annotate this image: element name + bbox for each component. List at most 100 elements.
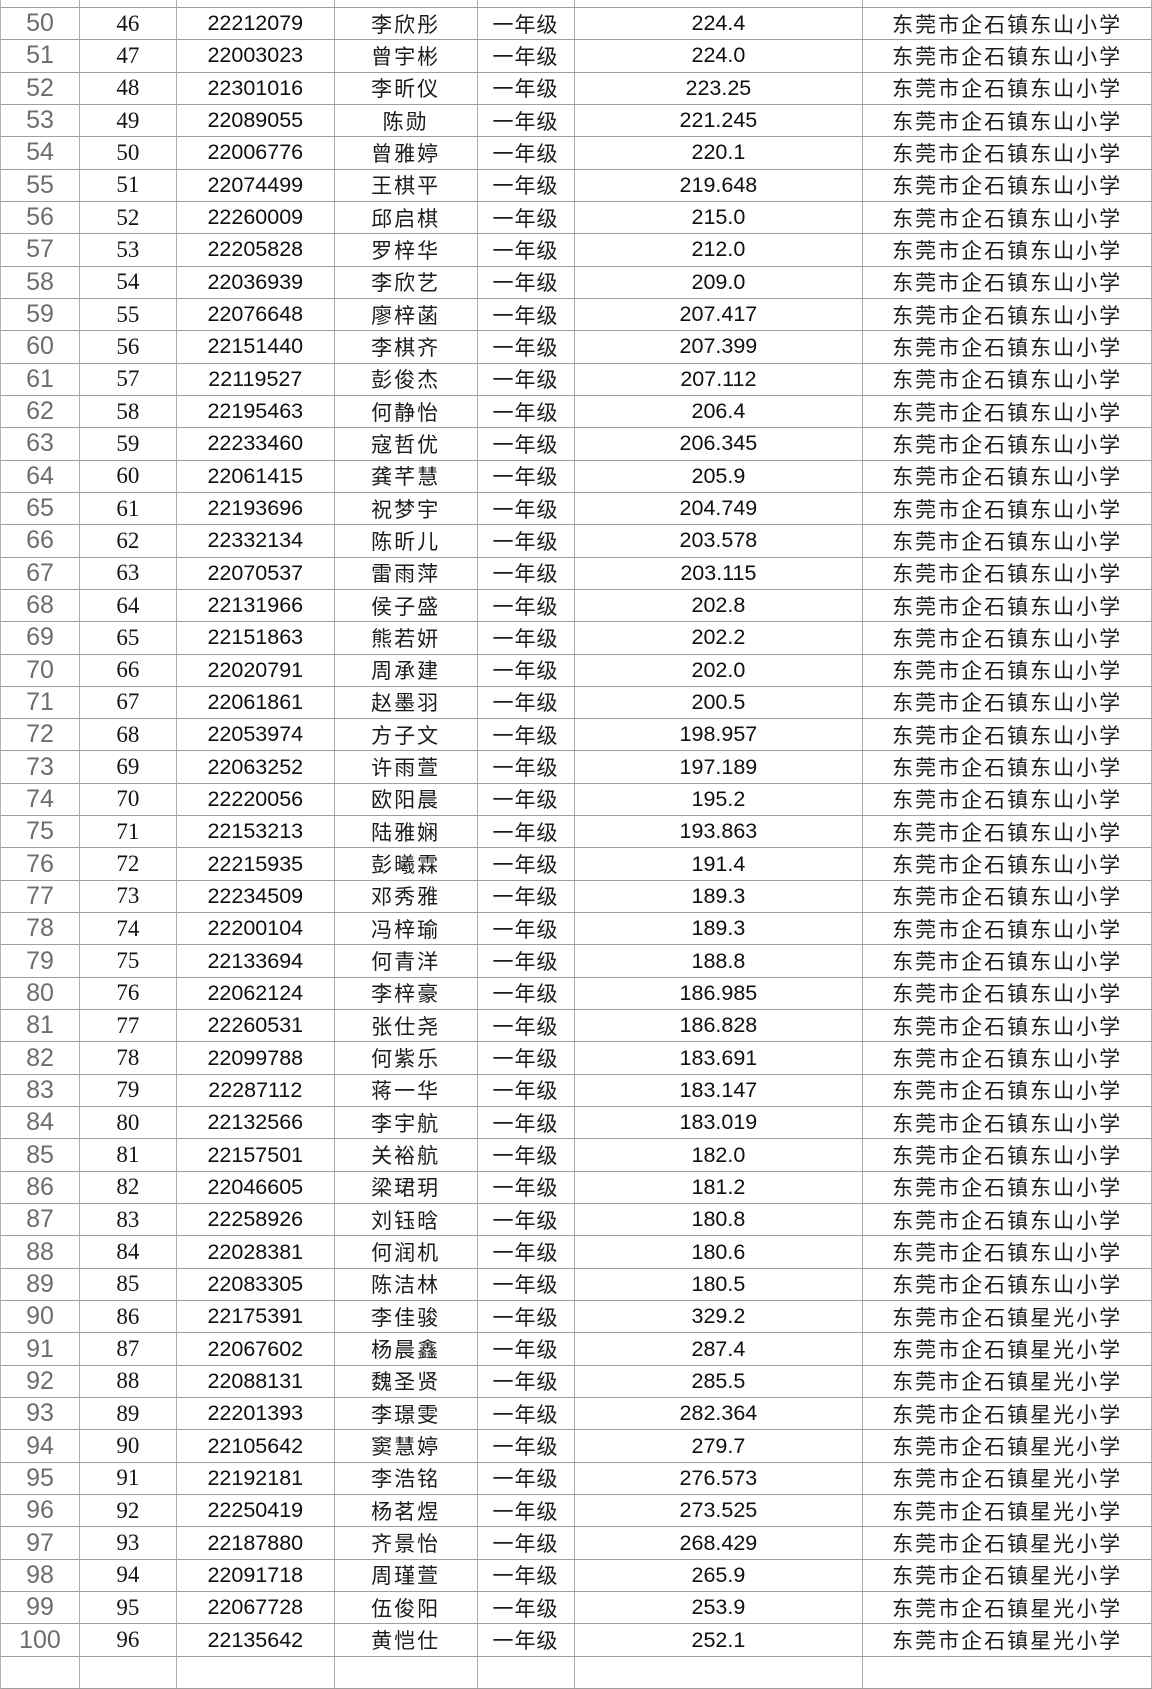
cell-rank[interactable]: 91 bbox=[80, 1462, 177, 1495]
cell-student-id[interactable]: 22070537 bbox=[177, 557, 335, 589]
cell-student-id[interactable]: 22083305 bbox=[177, 1268, 335, 1301]
cell-school[interactable]: 东莞市企石镇东山小学 bbox=[863, 751, 1152, 783]
cell-rank[interactable]: 74 bbox=[80, 913, 177, 945]
cell-rank[interactable]: 46 bbox=[80, 7, 177, 40]
cell-row-number[interactable]: 51 bbox=[1, 40, 80, 72]
cell-score[interactable]: 207.399 bbox=[575, 331, 864, 363]
cell-score[interactable]: 186.828 bbox=[575, 1010, 864, 1042]
cell-grade[interactable]: 一年级 bbox=[478, 622, 575, 654]
cell-name[interactable]: 关裕航 bbox=[335, 1139, 478, 1171]
cell-score[interactable]: 215.0 bbox=[575, 201, 864, 234]
cell-row-number[interactable]: 84 bbox=[1, 1107, 80, 1139]
cell-grade[interactable]: 一年级 bbox=[478, 1495, 575, 1527]
cell-school[interactable]: 东莞市企石镇东山小学 bbox=[863, 72, 1152, 104]
cell-name[interactable]: 李璟雯 bbox=[335, 1398, 478, 1430]
cell-row-number[interactable]: 61 bbox=[1, 363, 80, 395]
cell-score[interactable]: 183.147 bbox=[575, 1074, 864, 1107]
cell-school[interactable]: 东莞市企石镇东山小学 bbox=[863, 492, 1152, 525]
cell-row-number[interactable]: 59 bbox=[1, 298, 80, 331]
cell-score[interactable]: 276.573 bbox=[575, 1462, 864, 1495]
cell-score[interactable]: 202.0 bbox=[575, 654, 864, 686]
cell-school[interactable]: 东莞市企石镇东山小学 bbox=[863, 1074, 1152, 1107]
cell-rank[interactable]: 50 bbox=[80, 137, 177, 169]
cell-school[interactable]: 东莞市企石镇东山小学 bbox=[863, 654, 1152, 686]
cell-name[interactable]: 寇哲优 bbox=[335, 428, 478, 460]
cell-row-number[interactable]: 64 bbox=[1, 460, 80, 492]
cell-name[interactable]: 李宇航 bbox=[335, 1107, 478, 1139]
cell-name[interactable]: 廖梓菡 bbox=[335, 298, 478, 331]
cell-name[interactable]: 刘钰晗 bbox=[335, 1204, 478, 1236]
cell-row-number[interactable]: 66 bbox=[1, 525, 80, 557]
cell-rank[interactable]: 53 bbox=[80, 234, 177, 266]
cell-grade[interactable]: 一年级 bbox=[478, 363, 575, 395]
cell-row-number[interactable]: 56 bbox=[1, 201, 80, 234]
cell-rank[interactable]: 78 bbox=[80, 1042, 177, 1074]
cell-name[interactable]: 李梓豪 bbox=[335, 977, 478, 1010]
cell-school[interactable]: 东莞市企石镇东山小学 bbox=[863, 783, 1152, 816]
cell-name[interactable]: 李佳骏 bbox=[335, 1301, 478, 1333]
cell-school[interactable]: 东莞市企石镇星光小学 bbox=[863, 1592, 1152, 1624]
cell-name[interactable]: 陈昕儿 bbox=[335, 525, 478, 557]
cell-student-id[interactable]: 22287112 bbox=[177, 1074, 335, 1107]
cell-student-id[interactable]: 22036939 bbox=[177, 266, 335, 298]
cell-name[interactable] bbox=[335, 1656, 478, 1688]
cell-student-id[interactable]: 22028381 bbox=[177, 1236, 335, 1268]
cell-name[interactable]: 黄恺仕 bbox=[335, 1624, 478, 1656]
cell-row-number[interactable]: 58 bbox=[1, 266, 80, 298]
cell-student-id[interactable]: 22151440 bbox=[177, 331, 335, 363]
cell-student-id[interactable]: 22062124 bbox=[177, 977, 335, 1010]
cell-student-id[interactable]: 22220056 bbox=[177, 783, 335, 816]
cell-student-id[interactable]: 22212079 bbox=[177, 7, 335, 40]
cell-school[interactable]: 东莞市企石镇东山小学 bbox=[863, 169, 1152, 201]
cell-score[interactable] bbox=[575, 1656, 864, 1688]
cell-score[interactable]: 223.25 bbox=[575, 72, 864, 104]
cell-score[interactable]: 180.5 bbox=[575, 1268, 864, 1301]
cell-grade[interactable]: 一年级 bbox=[478, 525, 575, 557]
cell-row-number[interactable]: 74 bbox=[1, 783, 80, 816]
cell-school[interactable]: 东莞市企石镇星光小学 bbox=[863, 1624, 1152, 1656]
cell-row-number[interactable]: 60 bbox=[1, 331, 80, 363]
cell-rank[interactable]: 62 bbox=[80, 525, 177, 557]
cell-score[interactable]: 183.691 bbox=[575, 1042, 864, 1074]
cell-grade[interactable]: 一年级 bbox=[478, 169, 575, 201]
cell-rank[interactable]: 66 bbox=[80, 654, 177, 686]
cell-grade[interactable]: 一年级 bbox=[478, 945, 575, 977]
cell-score[interactable]: 189.3 bbox=[575, 880, 864, 913]
cell-rank[interactable]: 59 bbox=[80, 428, 177, 460]
cell-row-number[interactable]: 69 bbox=[1, 622, 80, 654]
cell-score[interactable]: 195.2 bbox=[575, 783, 864, 816]
cell-score[interactable]: 204.749 bbox=[575, 492, 864, 525]
cell-score[interactable]: 219.648 bbox=[575, 169, 864, 201]
cell-grade[interactable]: 一年级 bbox=[478, 589, 575, 622]
cell-row-number[interactable]: 86 bbox=[1, 1171, 80, 1204]
cell-row-number[interactable]: 81 bbox=[1, 1010, 80, 1042]
cell-row-number[interactable]: 88 bbox=[1, 1236, 80, 1268]
cell-rank[interactable] bbox=[80, 0, 177, 7]
cell-school[interactable]: 东莞市企石镇东山小学 bbox=[863, 1010, 1152, 1042]
cell-row-number[interactable]: 100 bbox=[1, 1624, 80, 1656]
cell-rank[interactable]: 89 bbox=[80, 1398, 177, 1430]
cell-name[interactable]: 周承建 bbox=[335, 654, 478, 686]
cell-grade[interactable] bbox=[478, 1656, 575, 1688]
cell-rank[interactable]: 93 bbox=[80, 1527, 177, 1559]
cell-name[interactable]: 李浩铭 bbox=[335, 1462, 478, 1495]
cell-name[interactable]: 杨晨鑫 bbox=[335, 1333, 478, 1365]
cell-rank[interactable]: 70 bbox=[80, 783, 177, 816]
cell-school[interactable]: 东莞市企石镇东山小学 bbox=[863, 1042, 1152, 1074]
cell-score[interactable]: 273.525 bbox=[575, 1495, 864, 1527]
cell-school[interactable]: 东莞市企石镇东山小学 bbox=[863, 7, 1152, 40]
cell-rank[interactable]: 63 bbox=[80, 557, 177, 589]
cell-grade[interactable]: 一年级 bbox=[478, 719, 575, 751]
cell-name[interactable]: 彭曦霖 bbox=[335, 848, 478, 880]
cell-rank[interactable]: 79 bbox=[80, 1074, 177, 1107]
cell-row-number[interactable]: 98 bbox=[1, 1559, 80, 1592]
cell-score[interactable]: 265.9 bbox=[575, 1559, 864, 1592]
cell-grade[interactable]: 一年级 bbox=[478, 72, 575, 104]
cell-student-id[interactable] bbox=[177, 1656, 335, 1688]
cell-student-id[interactable]: 22133694 bbox=[177, 945, 335, 977]
cell-school[interactable]: 东莞市企石镇东山小学 bbox=[863, 622, 1152, 654]
cell-student-id[interactable]: 22099788 bbox=[177, 1042, 335, 1074]
cell-school[interactable]: 东莞市企石镇东山小学 bbox=[863, 201, 1152, 234]
cell-name[interactable]: 方子文 bbox=[335, 719, 478, 751]
cell-name[interactable]: 祝梦宇 bbox=[335, 492, 478, 525]
